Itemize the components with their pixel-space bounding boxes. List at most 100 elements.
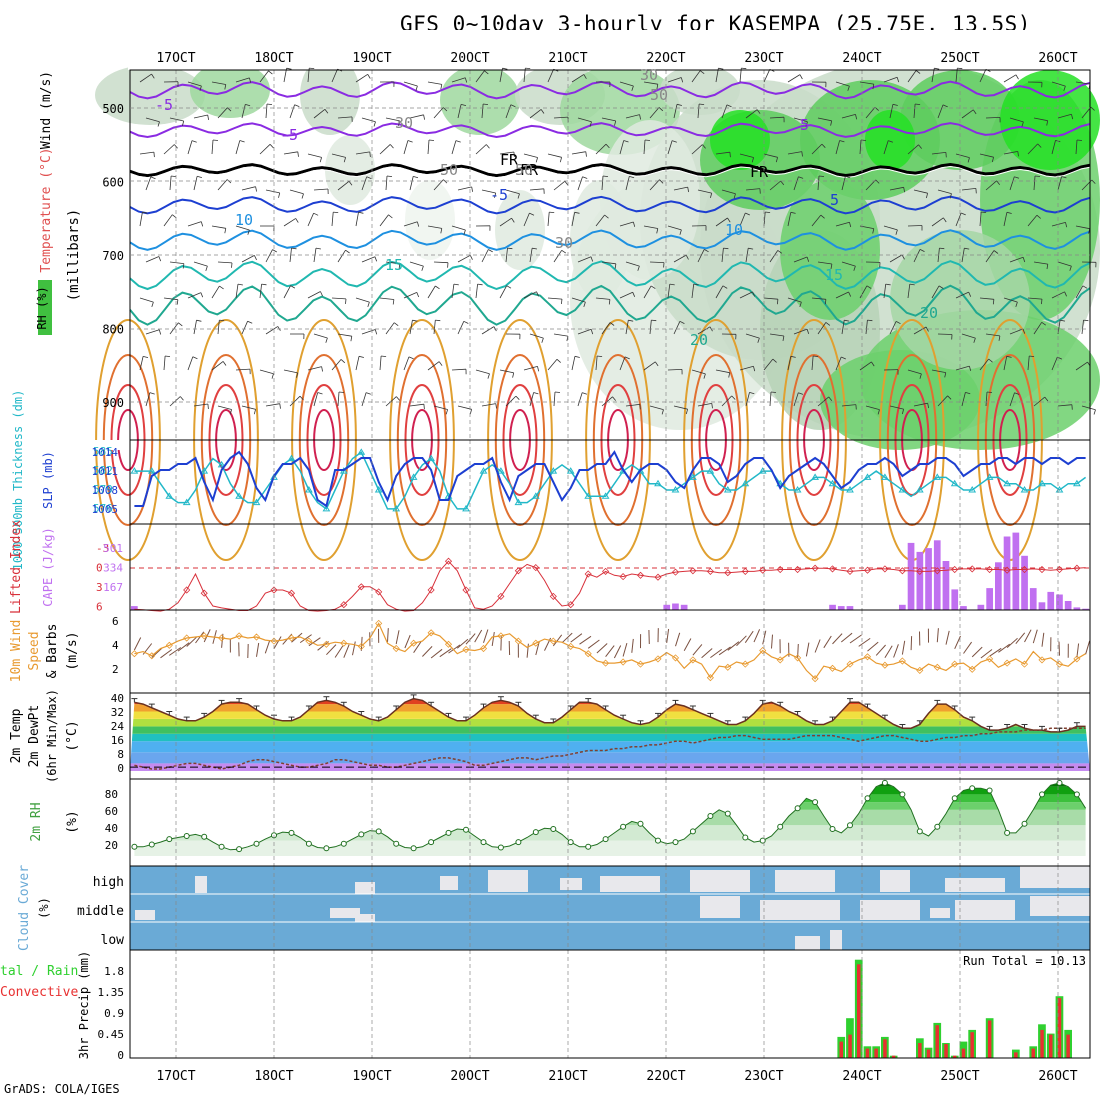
precip-conv-bar (944, 1044, 948, 1058)
x-label-bottom: 17OCT (156, 1069, 195, 1084)
label-lifted-index: Lifted Index (9, 520, 24, 614)
wind-barb-flag (830, 120, 833, 126)
wind-barb (235, 140, 241, 155)
wind-barb (763, 153, 778, 158)
wind-barb (139, 356, 144, 371)
wind-barb (139, 212, 143, 227)
wind-barb (817, 396, 829, 407)
wind-barb-flag (727, 217, 731, 223)
run-total-label: Run Total = 10.13 (963, 954, 1086, 968)
wind-barb (883, 225, 898, 231)
x-label-bottom: 22OCT (646, 1069, 685, 1084)
wind-barb (889, 254, 903, 263)
wind-barb (787, 356, 792, 371)
wind-barb-flag (973, 337, 976, 343)
surface-wind-barb (308, 637, 321, 647)
wind-barb (217, 107, 228, 119)
wind-barb-flag (1036, 214, 1041, 219)
wind-barb-flag (367, 74, 371, 79)
wind-speed-point (497, 632, 505, 640)
wind-barb-flag (325, 337, 328, 343)
contour-label: FR (520, 161, 539, 179)
wind-barb (883, 76, 898, 83)
wind-speed-point (357, 642, 365, 650)
surface-wind-barb (893, 644, 899, 658)
wind-barb-flag (317, 392, 323, 395)
wind-barb (937, 189, 952, 194)
wind-barb (859, 361, 872, 371)
surface-wind-barb (1015, 632, 1026, 645)
x-label-top: 17OCT (156, 51, 195, 66)
cloud-level-label: high (93, 875, 124, 890)
wind-barb-flag (435, 319, 441, 322)
wind-barb-flag (993, 250, 999, 254)
wind-barb-flag (367, 301, 370, 308)
rh-point (323, 845, 330, 852)
surface-wind-barb (1032, 629, 1038, 644)
wind-barb-flag (772, 358, 777, 363)
wind-barb (763, 211, 766, 227)
wind-barb-flag (888, 140, 894, 143)
temp-tick: 8 (117, 748, 124, 761)
rh-point (724, 810, 731, 817)
rh-point (183, 833, 190, 839)
wind-barb-flag (919, 373, 922, 379)
wind-barb (145, 256, 160, 263)
wind-barb (451, 225, 466, 231)
wind-barb (619, 291, 633, 299)
wind-barb (673, 186, 688, 191)
precip-tick: 0.45 (98, 1028, 125, 1041)
wind-barb (643, 361, 656, 371)
x-label-bottom: 23OCT (744, 1069, 783, 1084)
cloud-gap-21 (830, 930, 842, 950)
wind-barb-flag (461, 104, 467, 106)
thickness-point (200, 467, 209, 474)
wind-barb-flag (654, 361, 659, 367)
precip-conv-bar (926, 1049, 931, 1058)
thickness-point (182, 498, 191, 506)
contour-freezing (129, 162, 1091, 178)
wind-barb (739, 365, 754, 371)
wind-barb-flag (679, 229, 682, 235)
surface-wind-barb (474, 629, 483, 643)
wind-barb-flag (513, 151, 515, 158)
wind-barb-flag (1082, 285, 1088, 289)
wind-barb-flag (589, 121, 592, 127)
lifted-index-point (200, 589, 208, 597)
wind-barb-flag (179, 396, 184, 401)
wind-barb-flag (321, 366, 323, 372)
wind-speed-point (794, 654, 802, 662)
wind-barb-flag (964, 247, 970, 250)
label-temp-unit: (°C) (65, 720, 80, 751)
wind-barb-flag (991, 157, 994, 163)
wind-barb (937, 333, 953, 335)
temp-tick: 24 (111, 720, 125, 733)
wind-barb (547, 297, 563, 300)
wind-barb (427, 139, 430, 155)
thickness-point (235, 492, 243, 499)
wind-barb (529, 333, 544, 339)
wind-barb-flag (770, 391, 777, 393)
wind-barb-flag (485, 144, 490, 149)
wind-barb (811, 214, 822, 227)
label-wind-unit: (m/s) (65, 631, 80, 670)
lifted-index-point (846, 567, 854, 575)
wind-barb (793, 392, 799, 407)
wind-barb (547, 69, 554, 83)
surface-wind-barb (805, 642, 810, 657)
wind-barb-flag (685, 254, 689, 260)
wind-barb-flag (333, 211, 339, 213)
wind-barb-flag (176, 299, 179, 305)
cape-bar (846, 606, 854, 610)
wind-barb (523, 153, 538, 158)
wind-barb-flag (561, 299, 563, 305)
thickness-point (130, 467, 139, 474)
label-precip-total: tal / Rain (0, 964, 78, 979)
wind-barb-flag (853, 265, 856, 271)
thickness-point (601, 492, 610, 499)
wind-barb-flag (320, 291, 323, 297)
wind-speed-point (1038, 656, 1046, 664)
wind-barb-flag (153, 152, 155, 158)
wind-barb (169, 396, 181, 407)
wind-barb (259, 369, 274, 375)
